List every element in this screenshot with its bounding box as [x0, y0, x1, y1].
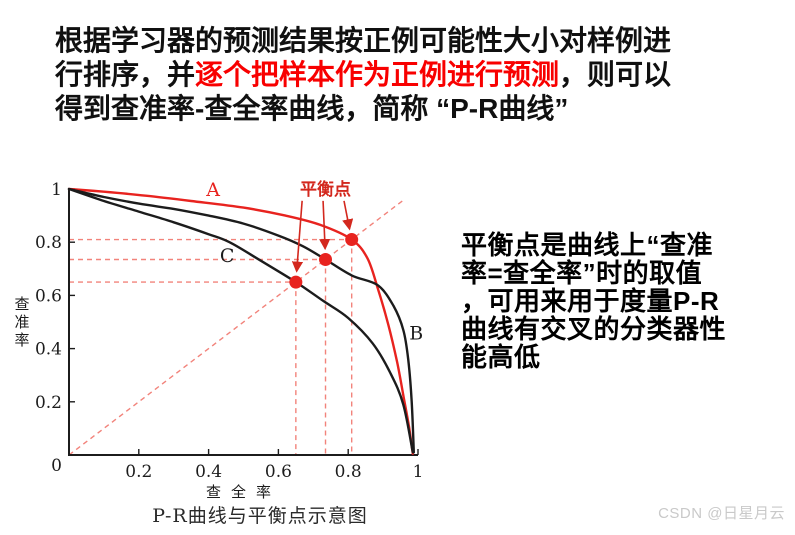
x-tick-label: 0.6	[265, 462, 292, 482]
intro-highlight-red: 逐个把样本作为正例进行预测	[195, 59, 560, 90]
balance-arrow	[342, 200, 354, 231]
series-label-A: A	[205, 179, 220, 201]
balance-point-label: 平衡点	[300, 179, 351, 199]
curve-B	[67, 187, 415, 454]
y-tick-label: 0.6	[35, 286, 62, 306]
y-tick-label: 0	[51, 456, 62, 476]
x-tick-label: 1	[413, 462, 424, 482]
pr-chart-svg: 0.2 0.4 0.6 0.8 1 0 0.2 0.4 0.6 0.8 1 查全率 查准率 A B C 平衡点	[14, 179, 424, 501]
y-tick-label: 0.8	[35, 233, 62, 253]
x-axis-title: 查全率	[206, 483, 281, 501]
side-note-line: 能高低	[461, 342, 541, 372]
balance-point-dot	[289, 275, 303, 289]
side-note-line: 率=查全率”时的取值	[461, 258, 703, 288]
x-tick-label: 0.2	[125, 462, 152, 482]
balance-arrow	[319, 200, 331, 251]
intro-segment: 根据学习器的预测结果按正例可能性大小对样例进	[55, 25, 672, 56]
intro-line: 得到查准率-查全率曲线，简称 “P-R曲线”	[55, 92, 765, 126]
balance-point-dot	[345, 233, 359, 247]
y-tick-label: 0.4	[35, 340, 62, 360]
side-note-line: ，可用来用于度量P-R	[461, 286, 720, 316]
y-axis-title-char: 查	[14, 295, 29, 313]
watermark-text: CSDN @日星月云	[658, 505, 785, 522]
side-note-line: 曲线有交叉的分类器性	[461, 314, 727, 344]
pr-chart: 0.2 0.4 0.6 0.8 1 0 0.2 0.4 0.6 0.8 1 查全率 查准率 A B C 平衡点	[10, 168, 470, 508]
balance-point-dot	[319, 252, 333, 266]
side-note: 平衡点是曲线上“查准 率=查全率”时的取值 ，可用来用于度量P-R 曲线有交叉的分类器…	[461, 231, 771, 371]
intro-segment: 得到查准率-查全率曲线，简称 “P-R曲线”	[55, 93, 569, 124]
intro-line: 根据学习器的预测结果按正例可能性大小对样例进	[55, 24, 765, 58]
y-tick-label: 0.2	[35, 393, 62, 413]
series-label-B: B	[409, 322, 423, 344]
chart-caption: P-R曲线与平衡点示意图	[152, 505, 368, 527]
balance-arrow	[291, 200, 304, 273]
y-axis-title-char: 率	[14, 331, 29, 349]
x-tick-label: 0.8	[335, 462, 362, 482]
intro-text: 根据学习器的预测结果按正例可能性大小对样例进 行排序，并逐个把样本作为正例进行预测…	[55, 24, 765, 126]
axes	[68, 189, 418, 456]
intro-segment: ，则可以	[559, 59, 672, 90]
intro-line: 行排序，并逐个把样本作为正例进行预测，则可以	[55, 58, 765, 92]
y-tick-label: 1	[51, 180, 62, 200]
side-note-line: 平衡点是曲线上“查准	[461, 230, 714, 260]
intro-segment: 行排序，并	[55, 59, 196, 90]
curve-A	[67, 187, 414, 455]
curve-C	[67, 187, 414, 454]
y-axis-title-char: 准	[14, 313, 29, 331]
series-label-C: C	[220, 245, 235, 267]
watermark: CSDN @日星月云	[590, 502, 785, 523]
x-tick-label: 0.4	[195, 462, 222, 482]
